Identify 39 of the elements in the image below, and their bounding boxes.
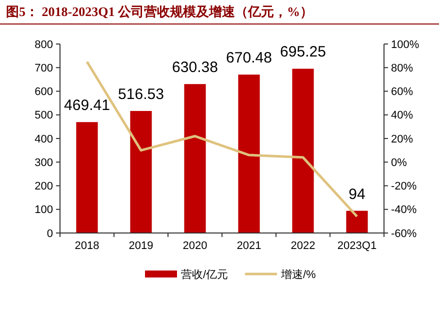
data-label: 469.41 — [64, 97, 110, 114]
legend-label: 营收/亿元 — [181, 268, 228, 281]
x-tick-label: 2022 — [290, 240, 316, 252]
y-tick-label: 700 — [34, 62, 53, 74]
y-tick-label: 100 — [34, 204, 53, 216]
x-tick-label: 2019 — [128, 240, 154, 252]
x-tick-label: 2018 — [74, 240, 100, 252]
bar — [346, 210, 368, 233]
chart-title: 图5： 2018-2023Q1 公司营收规模及增速（亿元，%） — [6, 4, 313, 19]
bar — [238, 74, 260, 233]
y-tick-label: 400 — [34, 133, 53, 146]
y-tick-label: 0 — [46, 228, 53, 240]
data-label: 516.53 — [118, 86, 164, 103]
y-tick-label: 200 — [34, 180, 53, 193]
y2-tick-label: -40% — [391, 204, 417, 216]
y2-tick-label: 20% — [391, 133, 414, 146]
bar — [184, 84, 206, 233]
y-tick-label: 600 — [34, 86, 53, 98]
x-tick-label: 2023Q1 — [337, 240, 377, 252]
data-label: 695.25 — [280, 44, 326, 61]
y-tick-label: 500 — [34, 110, 53, 122]
data-label: 670.48 — [226, 50, 272, 67]
bar — [292, 68, 314, 233]
y2-tick-label: 80% — [391, 62, 414, 74]
data-label: 94 — [348, 186, 366, 203]
y2-tick-label: 100% — [391, 38, 420, 51]
y2-tick-label: -60% — [391, 228, 417, 240]
y2-tick-label: -20% — [391, 180, 417, 193]
bar — [130, 110, 152, 233]
x-tick-label: 2021 — [236, 240, 262, 252]
bar — [76, 122, 98, 233]
y2-tick-label: 0% — [391, 156, 408, 169]
legend-label: 增速/% — [280, 268, 316, 281]
y2-tick-label: 40% — [391, 110, 414, 122]
y2-tick-label: 60% — [391, 86, 414, 98]
data-label: 630.38 — [172, 59, 218, 76]
y-tick-label: 300 — [34, 156, 53, 169]
x-tick-label: 2020 — [182, 240, 208, 252]
y-tick-label: 800 — [34, 38, 53, 51]
